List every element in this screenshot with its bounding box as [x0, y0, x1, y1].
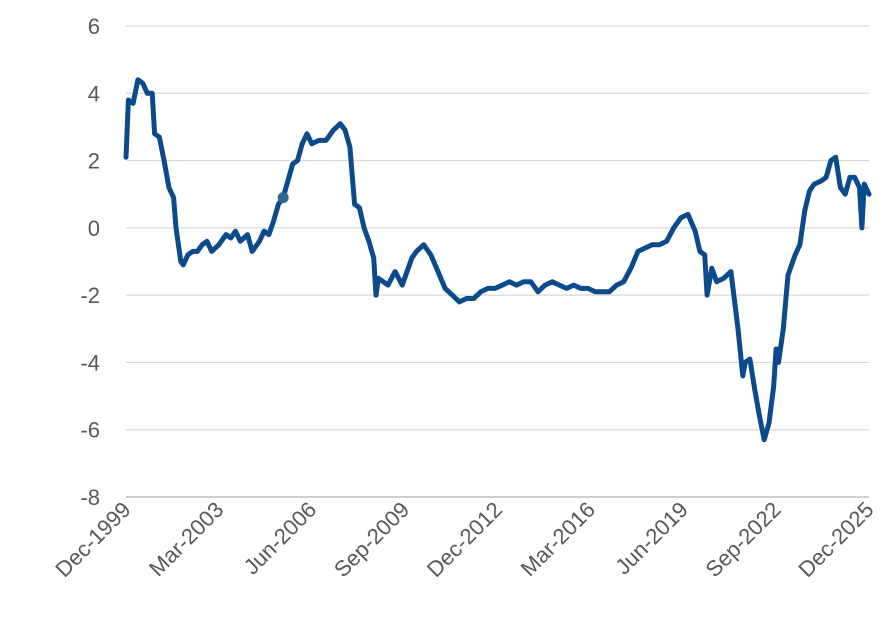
series [123, 77, 872, 443]
y-tick-label: 2 [88, 149, 100, 174]
x-tick-label: Sep-2009 [329, 497, 414, 582]
highlight-point [277, 192, 289, 204]
y-tick-label: -4 [80, 350, 100, 375]
x-tick-label: Mar-2016 [516, 497, 600, 581]
x-tick-label: Jun-2006 [239, 497, 322, 580]
x-tick-label: Jun-2019 [610, 497, 693, 580]
y-tick-label: -8 [80, 485, 100, 510]
y-axis-ticks: 6 4 2 0 -2 -4 -6 -8 [80, 14, 100, 510]
y-tick-label: -2 [80, 283, 100, 308]
y-tick-label: 0 [88, 216, 100, 241]
gridlines [126, 25, 869, 498]
x-tick-label: Dec-2012 [422, 497, 507, 582]
y-tick-label: 6 [88, 14, 100, 39]
series-line-0 [123, 77, 872, 443]
y-tick-label: 4 [88, 81, 100, 106]
x-tick-label: Sep-2022 [701, 497, 786, 582]
x-tick-label: Mar-2003 [144, 497, 228, 581]
x-axis-ticks: Dec-1999 Mar-2003 Jun-2006 Sep-2009 Dec-2012… [50, 497, 878, 582]
y-tick-label: -6 [80, 418, 100, 443]
x-tick-label: Dec-2025 [793, 497, 878, 582]
